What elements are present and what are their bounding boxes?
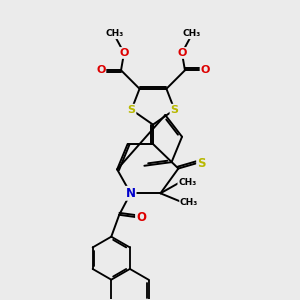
Text: O: O [177,48,187,58]
Text: O: O [136,211,146,224]
Text: CH₃: CH₃ [183,29,201,38]
Text: O: O [119,48,129,58]
Text: CH₃: CH₃ [105,29,123,38]
Text: O: O [96,65,105,75]
Text: CH₃: CH₃ [178,178,196,187]
Text: S: S [170,105,178,115]
Text: S: S [128,105,136,115]
Text: O: O [201,65,210,75]
Text: CH₃: CH₃ [180,198,198,207]
Text: N: N [126,187,136,200]
Text: S: S [197,157,206,169]
